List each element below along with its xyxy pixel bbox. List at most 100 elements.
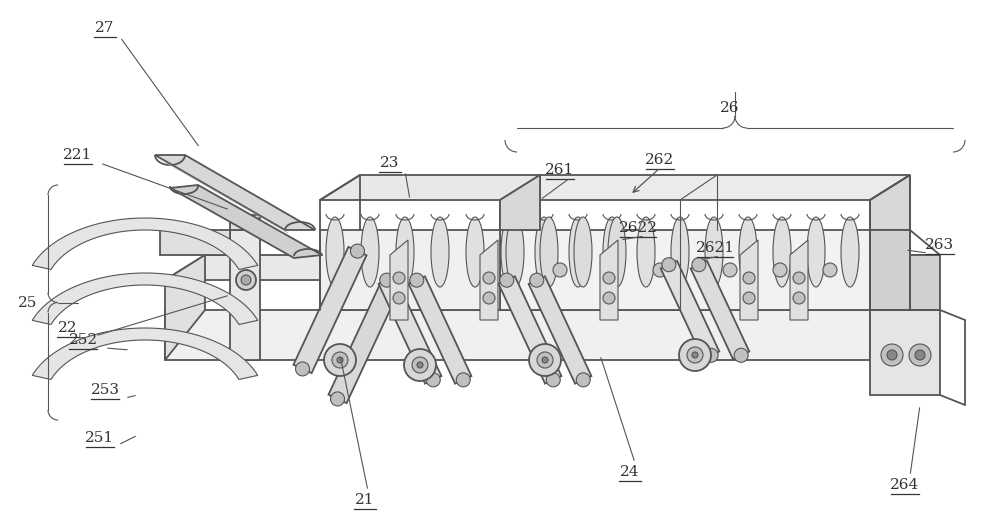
Polygon shape xyxy=(499,276,561,384)
Circle shape xyxy=(909,344,931,366)
Circle shape xyxy=(603,292,615,304)
Text: 263: 263 xyxy=(925,238,955,252)
Polygon shape xyxy=(32,273,258,324)
Polygon shape xyxy=(529,276,591,384)
Circle shape xyxy=(337,357,343,363)
Circle shape xyxy=(426,373,440,387)
Circle shape xyxy=(692,352,698,358)
Circle shape xyxy=(530,273,544,287)
Circle shape xyxy=(331,392,345,406)
Circle shape xyxy=(692,258,706,272)
Ellipse shape xyxy=(841,217,859,287)
Text: 26: 26 xyxy=(720,101,740,115)
Circle shape xyxy=(393,272,405,284)
Polygon shape xyxy=(328,277,402,403)
Polygon shape xyxy=(390,240,408,320)
Circle shape xyxy=(404,349,436,381)
Circle shape xyxy=(687,347,703,363)
Ellipse shape xyxy=(671,217,689,287)
Circle shape xyxy=(417,362,423,368)
Circle shape xyxy=(393,292,405,304)
Circle shape xyxy=(881,344,903,366)
Circle shape xyxy=(723,263,737,277)
Text: 221: 221 xyxy=(63,148,93,162)
Circle shape xyxy=(380,273,394,287)
Circle shape xyxy=(500,273,514,287)
Polygon shape xyxy=(870,255,940,280)
Circle shape xyxy=(576,373,590,387)
Circle shape xyxy=(410,273,424,287)
Polygon shape xyxy=(600,240,618,320)
Text: 264: 264 xyxy=(890,478,920,492)
Circle shape xyxy=(350,244,364,258)
Circle shape xyxy=(823,263,837,277)
Polygon shape xyxy=(870,255,910,360)
Text: 252: 252 xyxy=(68,333,98,347)
Circle shape xyxy=(537,352,553,368)
Polygon shape xyxy=(165,255,910,280)
Text: 262: 262 xyxy=(645,153,675,167)
Polygon shape xyxy=(870,175,910,230)
Circle shape xyxy=(546,373,560,387)
Ellipse shape xyxy=(603,217,621,287)
Ellipse shape xyxy=(705,217,723,287)
Polygon shape xyxy=(320,175,540,200)
Polygon shape xyxy=(500,230,870,310)
Text: 21: 21 xyxy=(355,493,375,507)
Ellipse shape xyxy=(466,217,484,287)
Polygon shape xyxy=(165,310,870,360)
Text: 23: 23 xyxy=(380,156,400,170)
Text: 2622: 2622 xyxy=(618,221,658,235)
Circle shape xyxy=(704,348,718,362)
Polygon shape xyxy=(293,247,367,373)
Circle shape xyxy=(529,344,561,376)
Polygon shape xyxy=(379,276,441,384)
Polygon shape xyxy=(910,255,940,310)
Ellipse shape xyxy=(506,217,524,287)
Polygon shape xyxy=(500,175,540,230)
Polygon shape xyxy=(230,215,260,230)
Circle shape xyxy=(553,263,567,277)
Polygon shape xyxy=(165,255,205,360)
Ellipse shape xyxy=(574,217,592,287)
Circle shape xyxy=(385,274,399,288)
Ellipse shape xyxy=(361,217,379,287)
Circle shape xyxy=(603,263,617,277)
Polygon shape xyxy=(661,261,719,359)
Polygon shape xyxy=(230,230,260,360)
Text: 25: 25 xyxy=(18,296,38,310)
Circle shape xyxy=(887,350,897,360)
Circle shape xyxy=(743,272,755,284)
Polygon shape xyxy=(32,218,258,269)
Text: 22: 22 xyxy=(58,321,78,335)
Circle shape xyxy=(241,275,251,285)
Ellipse shape xyxy=(807,217,825,287)
Polygon shape xyxy=(500,175,910,200)
Polygon shape xyxy=(870,310,940,395)
Circle shape xyxy=(734,348,748,362)
Circle shape xyxy=(332,352,348,368)
Polygon shape xyxy=(790,240,808,320)
Text: 27: 27 xyxy=(95,21,115,35)
Text: 24: 24 xyxy=(620,465,640,479)
Circle shape xyxy=(662,258,676,272)
Ellipse shape xyxy=(773,217,791,287)
Circle shape xyxy=(324,344,356,376)
Polygon shape xyxy=(691,261,749,359)
Ellipse shape xyxy=(540,217,558,287)
Polygon shape xyxy=(480,240,498,320)
Circle shape xyxy=(773,263,787,277)
Circle shape xyxy=(653,263,667,277)
Polygon shape xyxy=(870,230,910,310)
Ellipse shape xyxy=(326,217,344,287)
Ellipse shape xyxy=(739,217,757,287)
Circle shape xyxy=(743,292,755,304)
Circle shape xyxy=(412,357,428,373)
Ellipse shape xyxy=(569,217,587,287)
Text: 2621: 2621 xyxy=(696,241,734,255)
Ellipse shape xyxy=(431,217,449,287)
Polygon shape xyxy=(170,185,322,258)
Ellipse shape xyxy=(608,217,626,287)
Circle shape xyxy=(483,272,495,284)
Circle shape xyxy=(793,292,805,304)
